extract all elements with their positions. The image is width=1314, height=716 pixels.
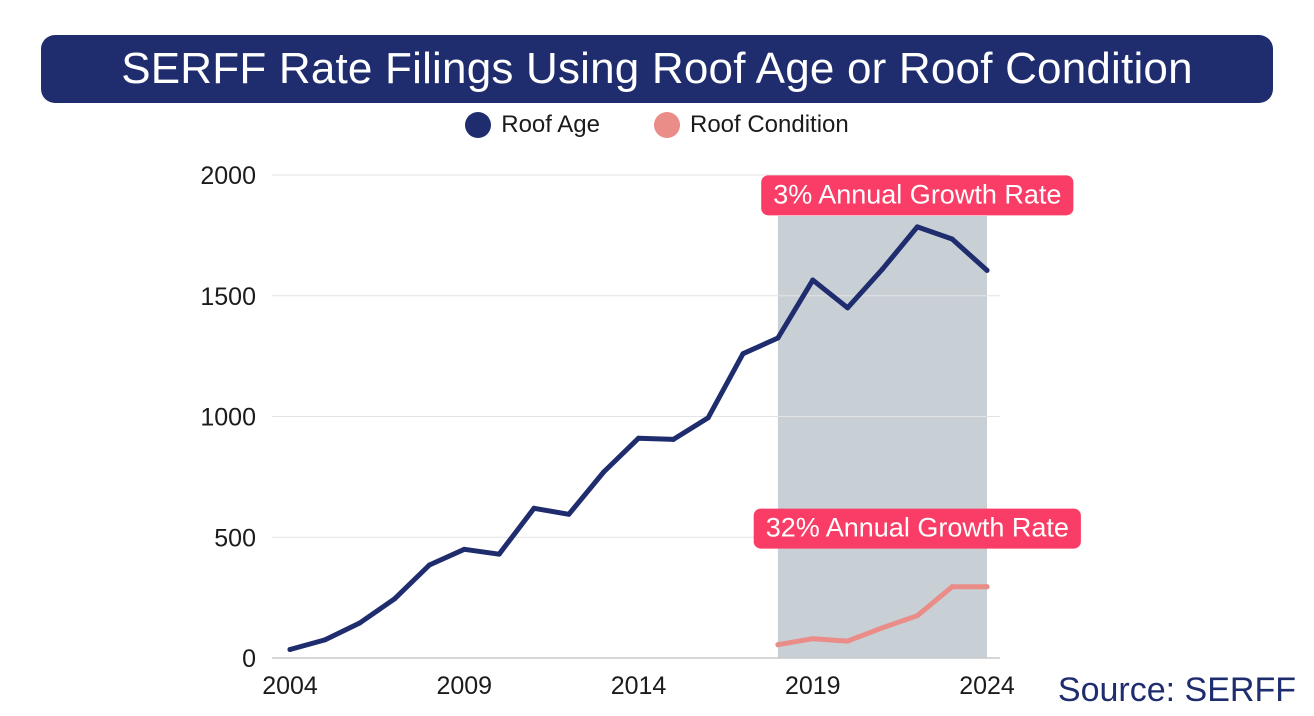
y-tick-label-1500: 1500 — [200, 283, 256, 311]
annotation-box-2 — [753, 508, 1081, 549]
y-tick-label-0: 0 — [242, 645, 256, 673]
data-point-roof-age-2018 — [775, 335, 781, 341]
chart-title: SERFF Rate Filings Using Roof Age or Roo… — [41, 35, 1273, 103]
legend-swatch-roof-age — [465, 112, 492, 138]
chart-legend: Roof Age Roof Condition — [0, 108, 1314, 142]
data-point-roof-condition-2019 — [810, 636, 816, 642]
data-point-roof-age-2013 — [601, 469, 607, 475]
annotation-label-2: 32% Annual Growth Rate — [766, 513, 1069, 543]
data-point-roof-age-2014 — [636, 435, 641, 441]
data-point-roof-age-2007 — [392, 596, 398, 602]
x-tick-label-2009: 2009 — [436, 672, 492, 700]
legend-label-roof-condition: Roof Condition — [689, 111, 849, 138]
data-point-roof-age-2023 — [949, 236, 955, 242]
data-point-roof-age-2017 — [740, 351, 746, 357]
x-tick-label-2019: 2019 — [785, 672, 841, 700]
data-point-roof-age-2008 — [426, 562, 432, 568]
data-point-roof-condition-2020 — [845, 638, 851, 644]
data-point-roof-condition-2018 — [775, 642, 781, 648]
data-point-roof-condition-2024 — [984, 584, 990, 590]
data-point-roof-age-2006 — [357, 620, 363, 626]
y-tick-label-2000: 2000 — [200, 162, 256, 190]
data-point-roof-age-2019 — [810, 277, 816, 283]
data-point-roof-condition-2023 — [949, 584, 955, 590]
data-point-roof-age-2022 — [914, 224, 920, 230]
data-point-roof-age-2020 — [845, 305, 851, 311]
data-point-roof-condition-2021 — [879, 625, 885, 631]
legend-label-roof-age: Roof Age — [501, 111, 600, 138]
y-tick-label-1000: 1000 — [200, 404, 256, 432]
legend-item-roof-condition: Roof Condition — [653, 111, 849, 139]
data-point-roof-age-2010 — [496, 551, 502, 557]
data-point-roof-condition-2022 — [914, 613, 920, 619]
data-point-roof-age-2024 — [984, 267, 990, 273]
data-point-roof-age-2012 — [566, 511, 572, 517]
legend-item-roof-age: Roof Age — [465, 111, 600, 139]
x-tick-label-2024: 2024 — [959, 672, 1015, 700]
annotation-box-1 — [761, 175, 1074, 216]
data-point-roof-age-2005 — [322, 637, 328, 643]
annotation-1: 3% Annual Growth Rate — [761, 175, 1074, 216]
y-tick-label-500: 500 — [214, 524, 256, 552]
annotation-label-1: 3% Annual Growth Rate — [773, 179, 1061, 209]
data-point-roof-age-2011 — [531, 505, 537, 511]
annotation-2: 32% Annual Growth Rate — [753, 508, 1081, 549]
source-note: Source: SERFF — [1057, 671, 1296, 709]
data-point-roof-age-2016 — [705, 415, 711, 421]
x-tick-label-2004: 2004 — [262, 672, 318, 700]
data-point-roof-age-2021 — [879, 266, 885, 272]
x-tick-label-2014: 2014 — [611, 672, 667, 700]
legend-swatch-roof-condition — [653, 112, 680, 138]
data-point-roof-age-2004 — [287, 647, 293, 653]
data-point-roof-age-2015 — [670, 436, 676, 442]
data-point-roof-age-2009 — [461, 546, 467, 552]
